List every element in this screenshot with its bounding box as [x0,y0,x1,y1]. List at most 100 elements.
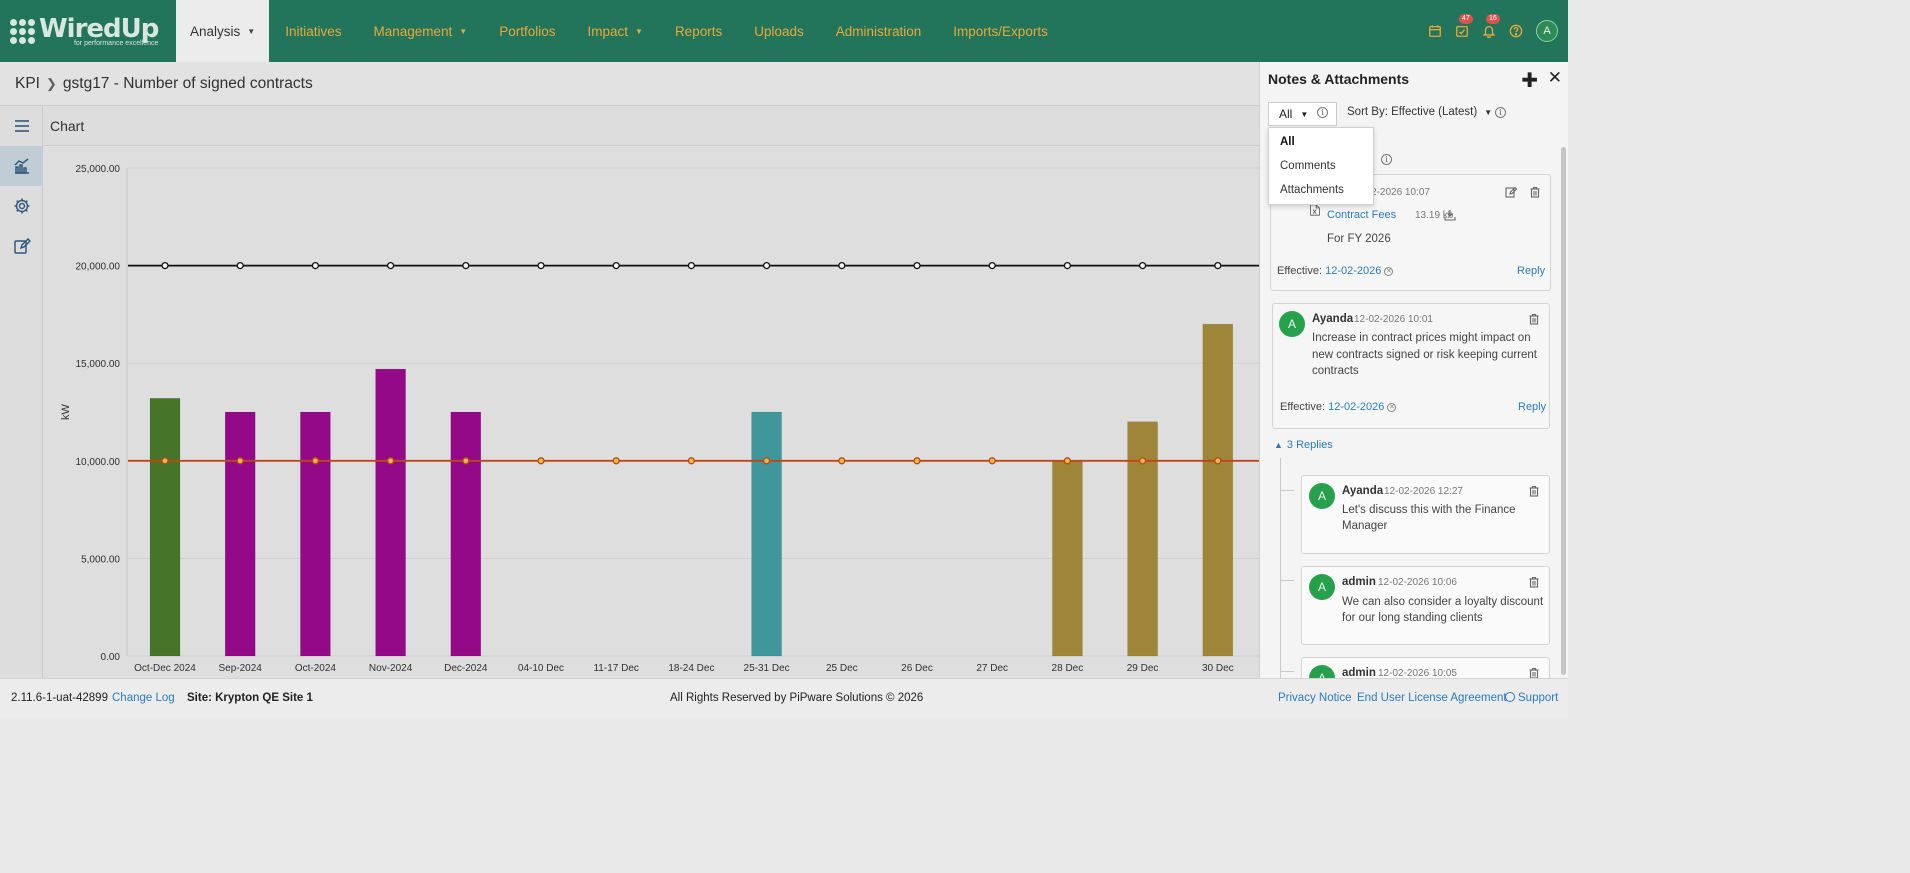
reply-author: Ayanda [1342,485,1384,497]
caret-down-icon: ▼ [247,26,256,36]
series-point [1063,457,1072,465]
bar-29-dec [1127,421,1158,657]
bar-25-31-dec [751,411,782,657]
sort-label: Sort By: Effective (Latest) [1347,106,1478,118]
y-tick-label: 25,000.00 [76,164,121,175]
tasks-icon[interactable]: 47 [1455,14,1473,38]
reply-link[interactable]: Reply [1518,401,1547,413]
chart-icon[interactable] [0,146,43,186]
series-point [311,261,320,270]
add-note-icon[interactable]: ✚ [1521,70,1538,92]
reply-author: admin [1342,667,1376,678]
help-icon[interactable] [1509,24,1523,38]
effective-date[interactable]: 12-02-2026 [1328,401,1385,413]
delete-icon[interactable] [1529,186,1541,198]
reply-text: We can also consider a loyalty discount … [1342,596,1544,624]
sort-select[interactable]: Sort By: Effective (Latest) ▼ [1347,106,1492,118]
bar-28-dec [1052,460,1083,657]
nav-uploads[interactable]: Uploads [738,0,820,62]
filter-selected-value: All [1279,107,1293,121]
nav-impact[interactable]: Impact ▼ [572,0,659,62]
delete-icon[interactable] [1528,313,1540,325]
filter-option-comments[interactable]: Comments [1280,160,1336,172]
attachment-link[interactable]: Contract Fees [1327,209,1397,221]
x-tick-label: Nov-2024 [369,663,413,674]
note-card: A Ayanda 12-02-2026 10:01 Increase in co… [1272,303,1550,429]
note-time: 12-02-2026 10:07 [1351,187,1430,198]
bar-sep-2024 [224,411,256,657]
edit-icon[interactable] [1505,186,1518,198]
nav-administration[interactable]: Administration [820,0,938,62]
delete-icon[interactable] [1528,576,1540,588]
series-point [386,261,395,270]
nav-label: Portfolios [499,23,556,39]
effective-date[interactable]: 12-02-2026 [1325,265,1382,277]
clear-date-icon[interactable]: ✕ [1384,266,1394,276]
nav-label: Initiatives [285,23,342,39]
nav-initiatives[interactable]: Initiatives [269,0,357,62]
support-link[interactable]: Support [1505,692,1558,704]
nav-label: Impact [587,23,629,39]
nav-label: Analysis [190,23,241,39]
wiredup-logo[interactable]: WiredUp for performance excellence [0,0,176,62]
eula-link[interactable]: End User License Agreement [1357,692,1507,704]
x-tick-label: 04-10 Dec [518,663,564,674]
series-point [1214,457,1222,465]
close-icon[interactable]: ✕ [1547,68,1562,87]
avatar: A [1309,574,1335,600]
x-tick-label: Sep-2024 [219,663,263,674]
series-point [687,261,696,270]
nav-portfolios[interactable]: Portfolios [483,0,571,62]
note-time: 12-02-2026 10:01 [1354,314,1433,325]
series-point [537,261,545,270]
series-point [386,457,395,465]
filter-option-attachments[interactable]: Attachments [1280,184,1344,196]
series-point [612,261,620,270]
replies-toggle[interactable]: ▲ 3 Replies [1274,439,1333,451]
nav-label: Management [373,23,453,39]
reply-link[interactable]: Reply [1517,265,1546,277]
info-icon[interactable]: i [1495,107,1506,118]
bell-badge: 16 [1486,14,1500,24]
chevron-up-icon: ▲ [1274,440,1283,450]
series-point [913,457,921,465]
logo-tagline: for performance excellence [73,39,159,47]
x-tick-label: Dec-2024 [444,663,488,674]
breadcrumb-root[interactable]: KPI [15,74,40,92]
bar-nov-2024 [375,368,406,657]
panel-scrollbar[interactable] [1561,147,1566,675]
delete-icon[interactable] [1528,485,1540,497]
y-tick-label: 10,000.00 [76,457,121,468]
nav-management[interactable]: Management ▼ [357,0,483,62]
nav-menu: Analysis ▼ Initiatives Management ▼ Portfolio… [176,0,1064,62]
info-icon[interactable]: i [1381,154,1392,165]
chart-header: Chart [43,106,1259,146]
bell-icon[interactable]: 16 [1482,14,1500,38]
avatar: A [1309,665,1335,678]
effective-label: Effective: 12-02-2026 ✕ [1280,401,1397,413]
nav-icon-group: 47 16 A [1428,0,1558,62]
menu-icon[interactable] [0,106,43,146]
delete-icon[interactable] [1528,667,1540,678]
nav-reports[interactable]: Reports [659,0,738,62]
clear-date-icon[interactable]: ✕ [1387,402,1397,412]
reply-card: A Ayanda 12-02-2026 12:27 Let's discuss … [1301,475,1550,554]
settings-icon[interactable] [0,186,43,226]
nav-analysis[interactable]: Analysis ▼ [176,0,270,62]
user-avatar[interactable]: A [1536,20,1558,42]
edit-icon[interactable] [0,226,43,266]
info-icon[interactable]: i [1317,107,1328,118]
series-point [462,261,470,270]
download-icon[interactable] [1444,209,1456,221]
note-text: Increase in contract prices might impact… [1312,332,1537,377]
thread-connector [1280,671,1294,672]
nav-imports-exports[interactable]: Imports/Exports [937,0,1064,62]
privacy-link[interactable]: Privacy Notice [1278,692,1352,704]
changelog-link[interactable]: Change Log [112,692,175,704]
series-point [537,457,545,465]
filter-option-all[interactable]: All [1280,136,1295,148]
series-point [1214,261,1222,270]
calendar-icon[interactable] [1428,24,1442,38]
nav-label: Imports/Exports [953,23,1048,39]
bar-oct-2024 [300,411,331,657]
